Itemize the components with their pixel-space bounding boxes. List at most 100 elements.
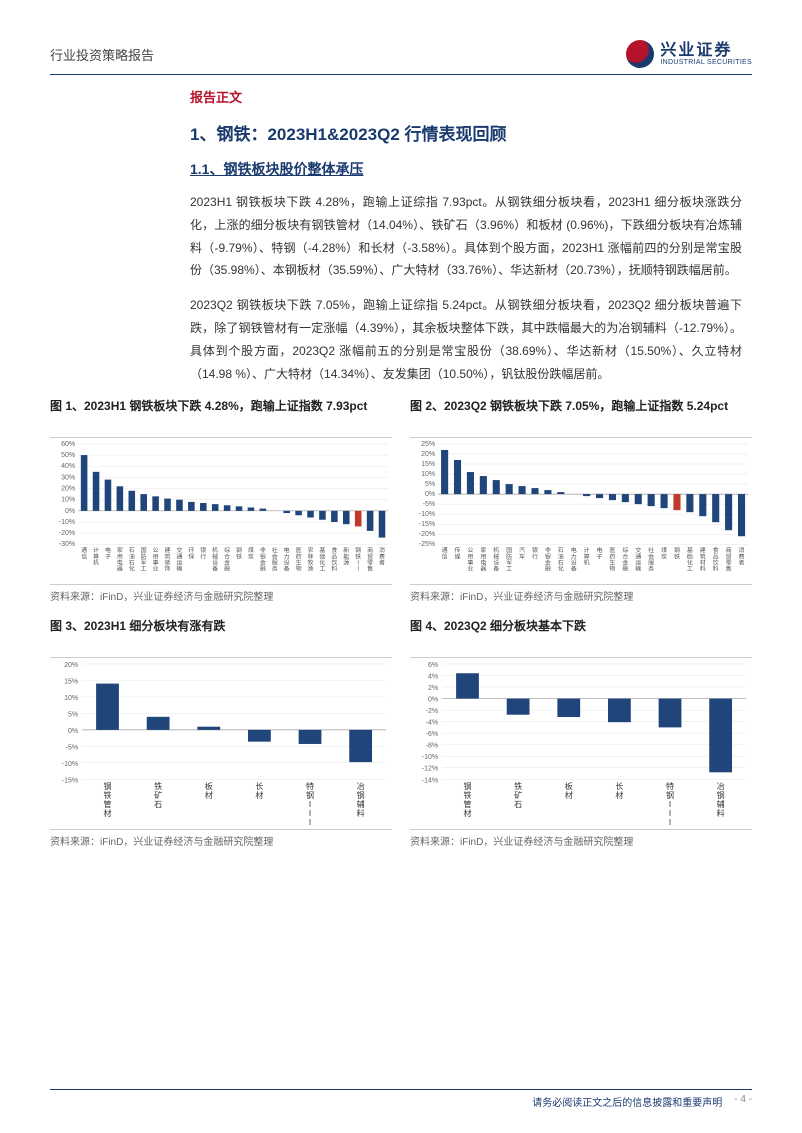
svg-text:筑: 筑 bbox=[700, 553, 706, 561]
svg-text:基: 基 bbox=[319, 547, 325, 555]
svg-text:石: 石 bbox=[129, 560, 135, 567]
svg-text:金: 金 bbox=[622, 559, 628, 567]
svg-text:50%: 50% bbox=[61, 452, 75, 459]
svg-text:者: 者 bbox=[739, 560, 745, 567]
svg-text:业: 业 bbox=[467, 565, 473, 573]
svg-text:融: 融 bbox=[622, 565, 628, 573]
svg-text:-2%: -2% bbox=[426, 708, 439, 715]
svg-text:公: 公 bbox=[153, 548, 159, 555]
svg-text:I: I bbox=[669, 818, 671, 827]
svg-text:钢: 钢 bbox=[666, 791, 674, 801]
svg-text:油: 油 bbox=[129, 553, 135, 561]
footer-disclaimer: 请务必阅读正文之后的信息披露和重要声明 bbox=[50, 1094, 722, 1109]
svg-text:非: 非 bbox=[260, 547, 266, 555]
svg-text:金: 金 bbox=[545, 559, 551, 567]
svg-text:输: 输 bbox=[635, 565, 641, 573]
svg-text:通: 通 bbox=[176, 553, 182, 561]
svg-text:用: 用 bbox=[153, 554, 159, 561]
heading-1: 1、钢铁：2023H1&2023Q2 行情表现回顾 bbox=[190, 120, 752, 145]
svg-text:家: 家 bbox=[480, 547, 486, 555]
svg-text:冶: 冶 bbox=[357, 782, 365, 792]
svg-text:备: 备 bbox=[571, 565, 577, 573]
svg-text:-5%: -5% bbox=[423, 502, 436, 509]
svg-text:食: 食 bbox=[713, 547, 719, 555]
svg-text:牧: 牧 bbox=[308, 559, 314, 567]
svg-text:子: 子 bbox=[597, 554, 603, 561]
figure-3: 图 3、2023H1 细分板块有涨有跌 -15%-10%-5%0%5%10%15… bbox=[50, 617, 392, 858]
svg-text:保: 保 bbox=[188, 553, 194, 561]
heading-1-1: 1.1、钢铁板块股价整体承压 bbox=[190, 159, 752, 179]
svg-text:饮: 饮 bbox=[713, 559, 719, 567]
svg-text:合: 合 bbox=[224, 553, 230, 561]
svg-text:生: 生 bbox=[609, 559, 615, 567]
svg-text:40%: 40% bbox=[61, 464, 75, 471]
svg-text:器: 器 bbox=[480, 566, 486, 573]
svg-text:军: 军 bbox=[506, 560, 512, 567]
svg-text:石: 石 bbox=[558, 560, 564, 567]
svg-text:银: 银 bbox=[532, 547, 538, 555]
section-marker: 报告正文 bbox=[190, 87, 752, 106]
svg-text:-15%: -15% bbox=[62, 778, 78, 785]
svg-text:通: 通 bbox=[635, 553, 641, 561]
svg-text:公: 公 bbox=[467, 548, 473, 555]
svg-text:I: I bbox=[309, 818, 311, 827]
svg-text:化: 化 bbox=[319, 559, 325, 567]
svg-text:I: I bbox=[669, 801, 671, 810]
figure-4-source: 资料来源：iFinD，兴业证券经济与金融研究院整理 bbox=[410, 829, 752, 848]
svg-text:10%: 10% bbox=[421, 471, 435, 478]
svg-text:输: 输 bbox=[176, 565, 182, 573]
svg-text:业: 业 bbox=[153, 565, 159, 573]
svg-text:冶: 冶 bbox=[717, 782, 725, 792]
svg-text:材: 材 bbox=[615, 791, 623, 801]
svg-text:品: 品 bbox=[713, 554, 719, 561]
svg-text:零: 零 bbox=[726, 560, 732, 567]
svg-text:通: 通 bbox=[442, 547, 448, 555]
svg-text:-5%: -5% bbox=[66, 745, 79, 752]
svg-text:机: 机 bbox=[584, 559, 590, 567]
svg-text:机: 机 bbox=[493, 547, 499, 555]
svg-text:筑: 筑 bbox=[165, 553, 171, 561]
svg-text:铁: 铁 bbox=[103, 791, 111, 801]
svg-text:管: 管 bbox=[103, 800, 111, 810]
svg-text:环: 环 bbox=[188, 548, 194, 555]
svg-text:铁: 铁 bbox=[463, 791, 471, 801]
svg-text:备: 备 bbox=[212, 565, 218, 573]
svg-text:行: 行 bbox=[200, 553, 206, 561]
svg-text:30%: 30% bbox=[61, 475, 75, 482]
svg-text:钢: 钢 bbox=[463, 782, 471, 792]
svg-text:15%: 15% bbox=[421, 461, 435, 468]
svg-text:I: I bbox=[669, 809, 671, 818]
svg-text:础: 础 bbox=[687, 553, 693, 561]
svg-text:信: 信 bbox=[81, 553, 87, 561]
svg-text:械: 械 bbox=[212, 553, 218, 561]
svg-text:务: 务 bbox=[272, 565, 278, 573]
svg-text:机: 机 bbox=[93, 559, 99, 567]
svg-text:电: 电 bbox=[480, 559, 486, 567]
svg-text:农: 农 bbox=[308, 547, 314, 555]
svg-text:6%: 6% bbox=[428, 662, 438, 669]
logo-cn: 兴业证券 bbox=[660, 43, 752, 59]
svg-text:铁: 铁 bbox=[514, 782, 522, 792]
svg-text:工: 工 bbox=[506, 566, 512, 573]
svg-text:油: 油 bbox=[558, 553, 564, 561]
svg-text:特: 特 bbox=[306, 782, 314, 792]
svg-text:石: 石 bbox=[154, 801, 162, 810]
svg-text:-14%: -14% bbox=[422, 778, 438, 785]
svg-text:料: 料 bbox=[700, 565, 706, 573]
svg-text:算: 算 bbox=[584, 553, 590, 561]
svg-text:国: 国 bbox=[506, 548, 512, 555]
svg-text:料: 料 bbox=[357, 808, 365, 818]
svg-text:化: 化 bbox=[558, 565, 564, 573]
svg-text:器: 器 bbox=[117, 566, 123, 573]
svg-text:费: 费 bbox=[739, 553, 745, 561]
svg-text:车: 车 bbox=[519, 553, 525, 561]
svg-text:售: 售 bbox=[726, 565, 732, 573]
svg-text:15%: 15% bbox=[64, 679, 78, 686]
svg-text:-10%: -10% bbox=[62, 761, 78, 768]
svg-text:会: 会 bbox=[272, 553, 278, 561]
svg-text:础: 础 bbox=[319, 553, 325, 561]
svg-text:社: 社 bbox=[272, 547, 278, 555]
figure-4-chart: -14%-12%-10%-8%-6%-4%-2%0%2%4%6%钢铁管材铁矿石板… bbox=[410, 657, 752, 827]
svg-text:建: 建 bbox=[700, 547, 706, 555]
svg-text:材: 材 bbox=[255, 791, 263, 801]
